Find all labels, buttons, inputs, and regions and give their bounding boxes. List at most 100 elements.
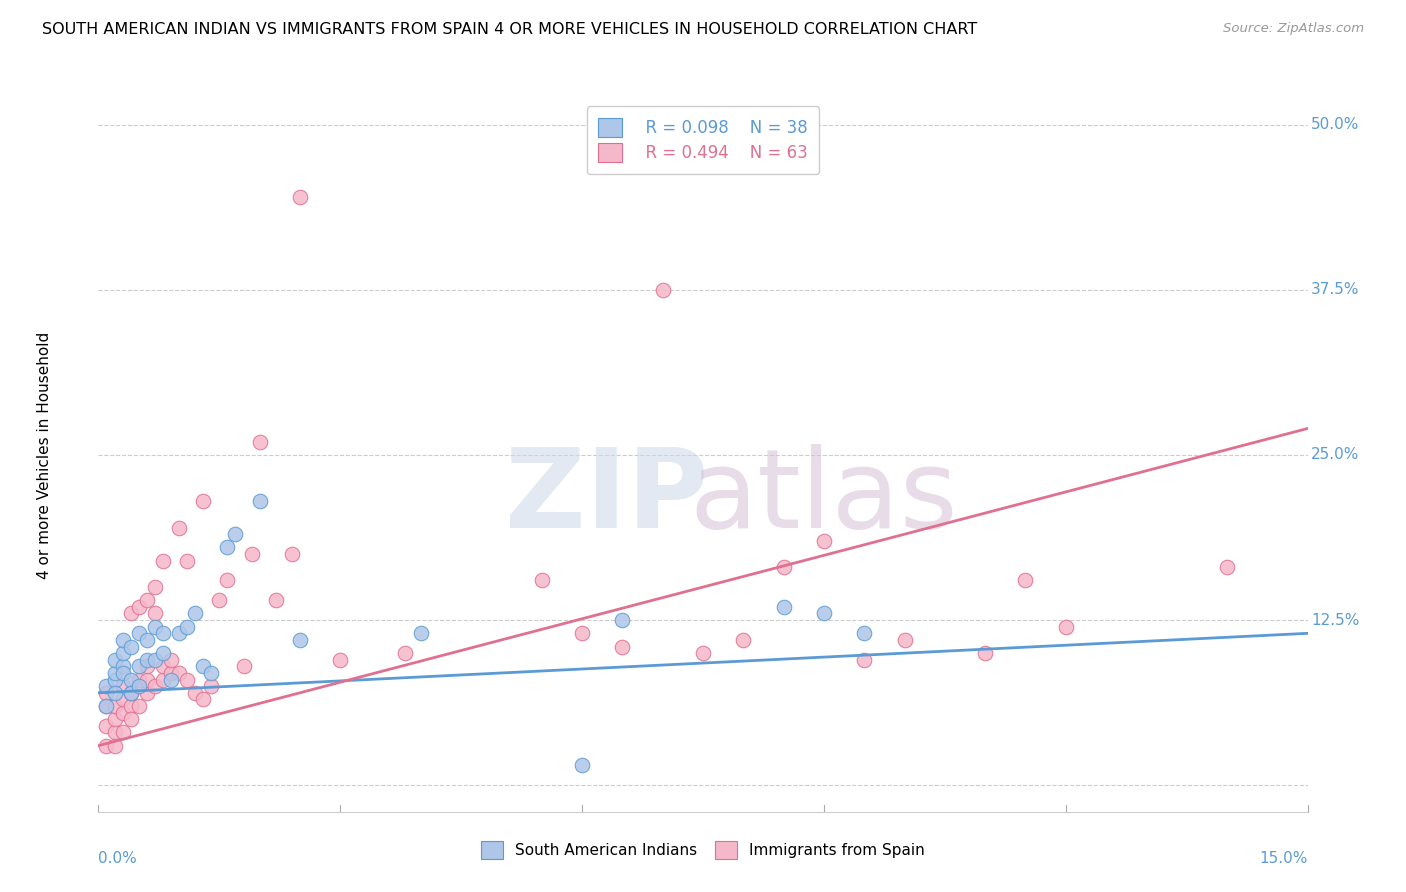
Point [120,686,142,700]
Text: 12.5%: 12.5% [1312,613,1360,628]
Point [813,607,835,621]
Point [530,574,553,588]
Point [152,659,174,673]
Point [135,653,157,667]
Point [240,547,263,561]
Point [143,679,166,693]
Point [111,679,134,693]
Point [193,692,215,706]
Point [612,640,634,654]
Point [249,494,271,508]
Point [96,679,118,693]
Text: 4 or more Vehicles in Household: 4 or more Vehicles in Household [37,331,52,579]
Point [193,494,215,508]
Point [103,725,125,739]
Point [176,673,198,687]
Point [893,632,915,647]
Point [329,653,352,667]
Point [733,632,755,647]
Point [160,673,183,687]
Point [103,712,125,726]
Point [288,190,311,204]
Point [96,739,118,753]
Point [288,632,311,647]
Text: 37.5%: 37.5% [1312,282,1360,297]
Legend: South American Indians, Immigrants from Spain: South American Indians, Immigrants from … [472,832,934,868]
Text: atlas: atlas [690,444,957,551]
Point [111,665,134,680]
Point [143,653,166,667]
Point [111,706,134,720]
Text: ZIP: ZIP [505,444,709,551]
Point [96,698,118,713]
Point [120,698,142,713]
Point [160,653,183,667]
Point [135,673,157,687]
Point [853,653,876,667]
Point [143,580,166,594]
Point [152,554,174,568]
Point [167,520,190,534]
Point [394,646,416,660]
Point [167,626,190,640]
Point [120,640,142,654]
Point [120,607,142,621]
Point [1054,620,1077,634]
Point [111,632,134,647]
Point [103,673,125,687]
Point [813,533,835,548]
Point [152,673,174,687]
Point [217,574,239,588]
Point [184,686,207,700]
Point [974,646,997,660]
Point [152,646,174,660]
Point [135,593,157,607]
Point [232,659,254,673]
Point [200,665,222,680]
Point [692,646,714,660]
Point [120,712,142,726]
Text: 15.0%: 15.0% [1260,851,1308,866]
Point [167,665,190,680]
Point [128,659,150,673]
Point [120,686,142,700]
Point [96,698,118,713]
Point [853,626,876,640]
Point [111,692,134,706]
Point [571,758,593,772]
Text: Source: ZipAtlas.com: Source: ZipAtlas.com [1223,22,1364,36]
Point [135,659,157,673]
Point [409,626,432,640]
Point [96,686,118,700]
Text: SOUTH AMERICAN INDIAN VS IMMIGRANTS FROM SPAIN 4 OR MORE VEHICLES IN HOUSEHOLD C: SOUTH AMERICAN INDIAN VS IMMIGRANTS FROM… [42,22,977,37]
Point [1014,574,1036,588]
Point [176,554,198,568]
Point [571,626,593,640]
Point [217,541,239,555]
Point [143,607,166,621]
Point [200,679,222,693]
Text: 25.0%: 25.0% [1312,448,1360,462]
Point [612,613,634,627]
Point [128,679,150,693]
Point [249,434,271,449]
Point [111,646,134,660]
Point [224,527,246,541]
Point [1216,560,1239,574]
Point [651,283,673,297]
Point [103,653,125,667]
Point [103,698,125,713]
Text: 0.0%: 0.0% [98,851,138,866]
Point [143,620,166,634]
Point [772,560,794,574]
Point [160,665,183,680]
Point [128,698,150,713]
Text: 50.0%: 50.0% [1312,117,1360,132]
Point [103,739,125,753]
Point [152,626,174,640]
Point [111,725,134,739]
Point [103,665,125,680]
Point [128,599,150,614]
Point [128,673,150,687]
Point [176,620,198,634]
